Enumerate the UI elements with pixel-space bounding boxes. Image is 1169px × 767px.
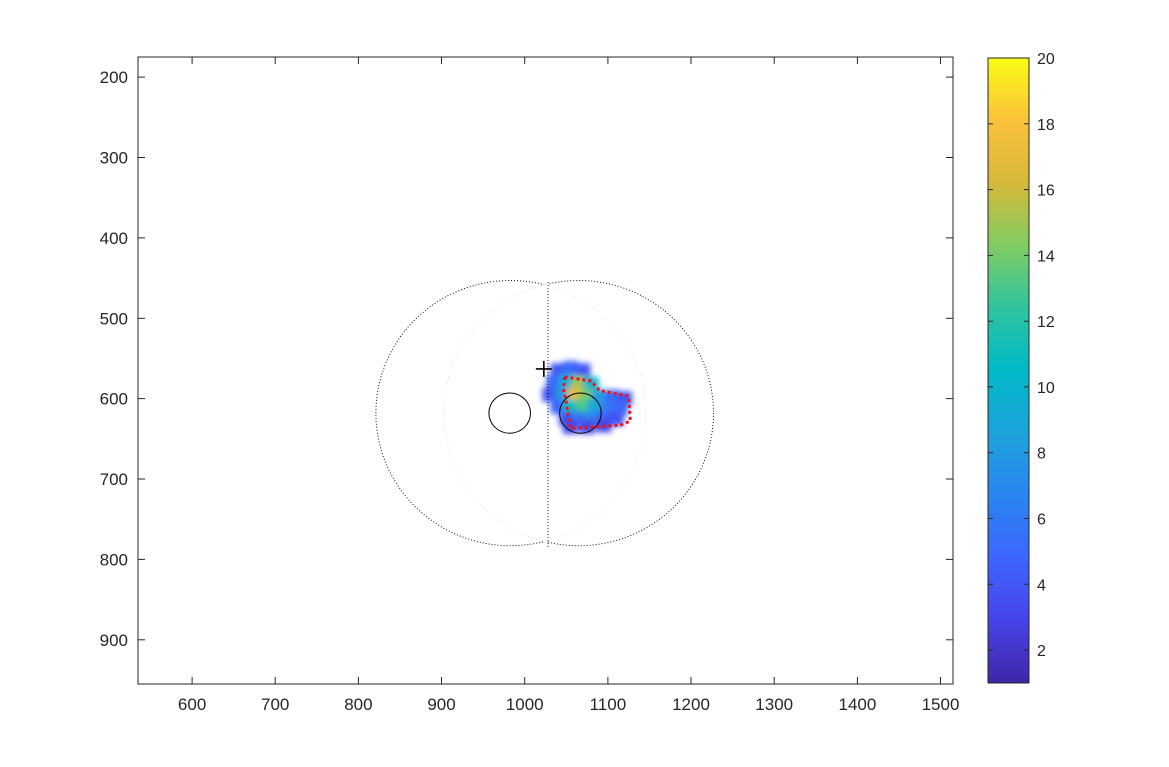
heatmap-cell (542, 387, 558, 402)
axes-box (137, 56, 954, 685)
circle-marker (488, 392, 532, 434)
y-tick-label: 700 (100, 470, 128, 489)
x-axis: 600 700 800 900 1000 1100 1200 1300 1400 1500 (178, 57, 960, 714)
colorbar-tick-label: 10 (1037, 380, 1055, 397)
colorbar-tick-label: 6 (1037, 512, 1046, 529)
heatmap-cell (546, 375, 562, 390)
x-tick-label: 1200 (672, 695, 710, 714)
heatmap-cell (550, 399, 566, 414)
plot-content (375, 280, 714, 548)
colorbar-ticks: 2 4 6 8 10 12 14 16 18 20 (988, 51, 1055, 660)
x-tick-label: 600 (178, 695, 206, 714)
highlight-region (562, 375, 632, 430)
colorbar-tick-label: 4 (1037, 577, 1046, 594)
circle-marker (559, 392, 602, 434)
heatmap-cell (563, 360, 578, 376)
x-tick-label: 1400 (838, 695, 876, 714)
colorbar-tick-label: 20 (1037, 51, 1055, 68)
x-tick-label: 1000 (506, 695, 544, 714)
x-tick-label: 1500 (922, 695, 960, 714)
x-tick-label: 900 (427, 695, 455, 714)
x-tick-label: 1100 (590, 695, 627, 714)
heatmap-cell (608, 411, 624, 426)
y-tick-label: 200 (100, 68, 128, 87)
heatmap-cell (567, 387, 583, 402)
y-tick-label: 300 (100, 149, 128, 168)
x-tick-label: 1300 (755, 695, 793, 714)
right-lobe-outline (443, 280, 714, 547)
heatmap-cell (575, 399, 591, 414)
colorbar-tick-label: 18 (1037, 117, 1055, 134)
colorbar (987, 57, 1030, 684)
right-lobe-mask (443, 283, 548, 543)
heatmap-cell (587, 399, 603, 414)
heatmap-cell (558, 373, 574, 389)
heatmap-cells (542, 360, 632, 434)
y-tick-label: 600 (100, 390, 128, 409)
y-tick-label: 900 (100, 631, 128, 650)
x-tick-label: 700 (261, 695, 289, 714)
plus-marker (535, 360, 552, 377)
x-tick-label: 800 (344, 695, 372, 714)
colorbar-tick-label: 16 (1037, 183, 1055, 200)
heatmap-cell (575, 363, 591, 378)
colorbar-tick-label: 12 (1037, 314, 1055, 331)
colorbar-tick-label: 14 (1037, 248, 1055, 265)
y-tick-label: 400 (100, 229, 128, 248)
y-tick-label: 500 (100, 309, 128, 328)
plot-background (138, 57, 953, 684)
y-tick-label: 800 (100, 550, 128, 569)
y-axis: 200 300 400 500 600 700 800 900 (100, 68, 953, 650)
heatmap-cell (583, 376, 599, 392)
colorbar-tick-label: 2 (1037, 643, 1046, 660)
left-lobe-mask (548, 285, 646, 541)
colorbar-tick-label: 8 (1037, 446, 1046, 463)
